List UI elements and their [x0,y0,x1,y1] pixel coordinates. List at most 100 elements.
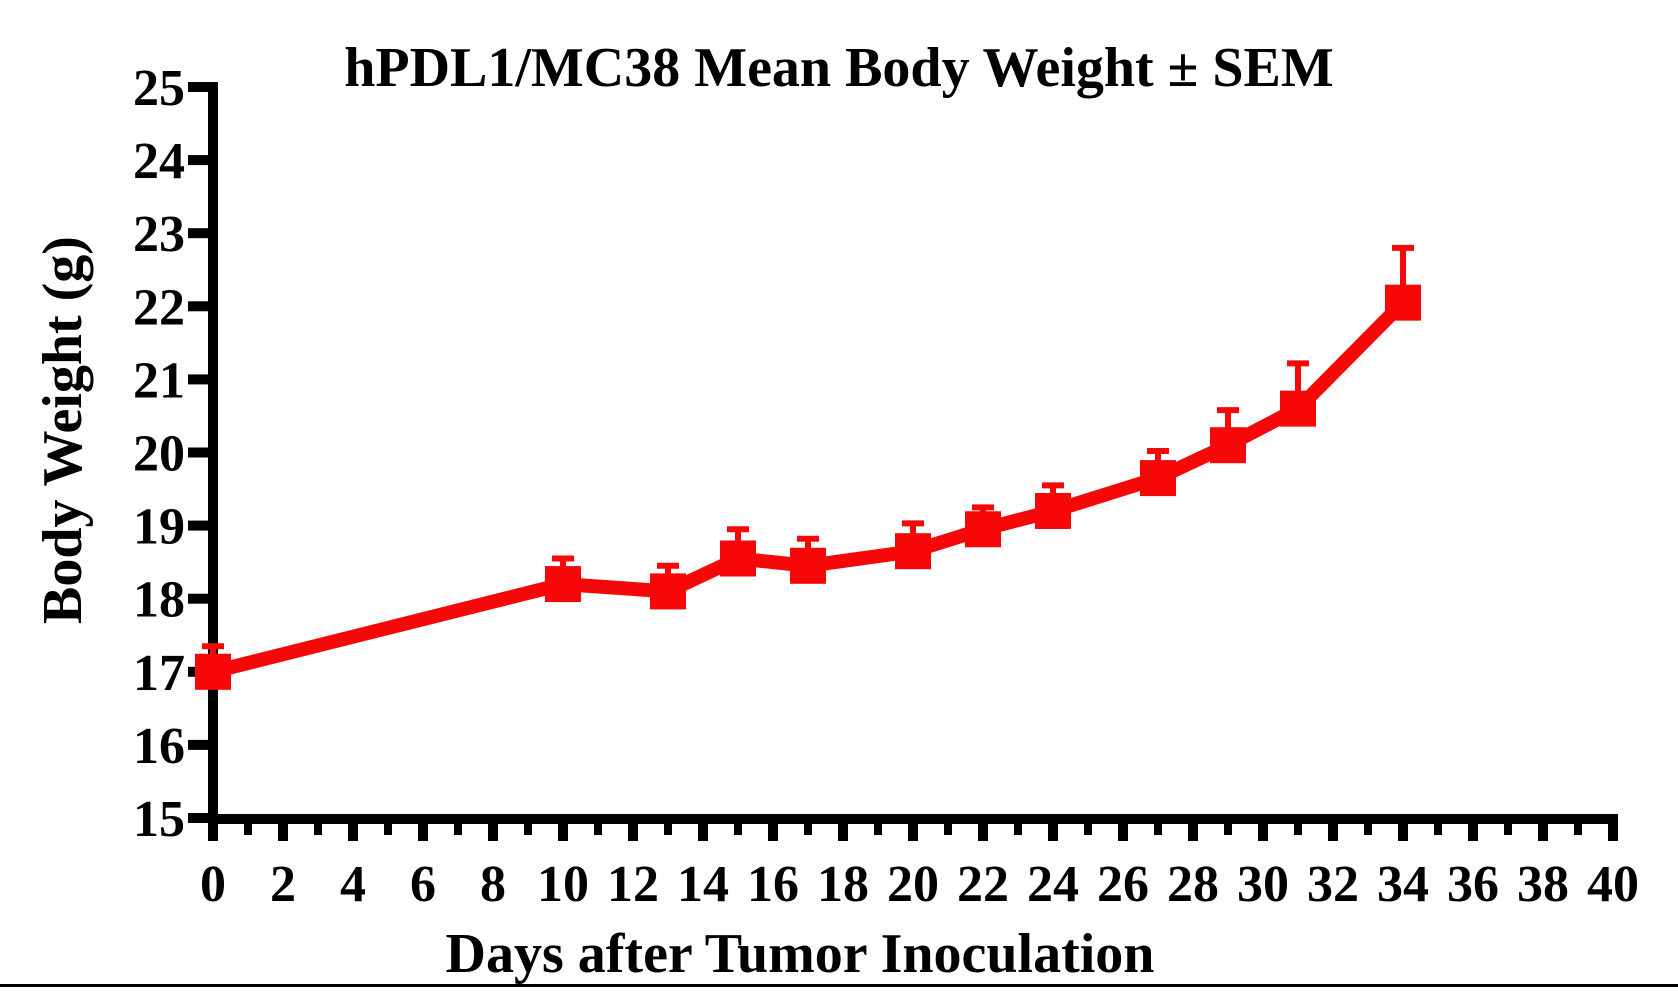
x-axis-line [208,814,1618,824]
series-markers [195,284,1421,690]
y-axis-tick-label: 19 [133,499,185,556]
x-axis-major-tick [1608,824,1618,841]
x-axis-minor-tick [1574,824,1582,835]
x-axis-tick-label: 12 [607,856,659,913]
series-line [211,297,1408,679]
x-axis-minor-tick [384,824,392,835]
x-axis-tick-label: 22 [957,856,1009,913]
y-axis-tick-label: 15 [133,791,185,848]
x-axis-minor-tick [804,824,812,835]
x-axis: 0 2 4 6 8 10 12 14 16 18 20 22 24 26 28 30 32 34 36 38 40 [200,814,1639,913]
y-axis-tick [188,228,208,239]
x-axis-tick-label: 8 [480,856,506,913]
x-axis-minor-tick [734,824,742,835]
x-axis-minor-tick [1504,824,1512,835]
x-axis-major-tick [698,824,708,841]
bottom-divider [0,984,1678,987]
y-axis-tick-label: 16 [133,718,185,775]
y-axis: 15 16 17 18 19 20 21 22 23 24 25 [133,60,218,848]
x-axis-minor-tick [1224,824,1232,835]
y-axis-tick-label: 20 [133,426,185,483]
x-axis-minor-tick [944,824,952,835]
x-axis-tick-label: 20 [887,856,939,913]
data-point-marker [1385,284,1421,321]
y-axis-line [208,82,218,824]
x-axis-major-tick [768,824,778,841]
data-point-marker [545,566,581,603]
x-axis-major-tick [978,824,988,841]
x-axis-tick-label: 0 [200,856,226,913]
x-axis-tick-label: 2 [270,856,296,913]
y-axis-tick-label: 23 [133,206,185,263]
x-axis-tick-label: 30 [1237,856,1289,913]
x-axis-tick-label: 38 [1517,856,1569,913]
y-axis-tick [188,813,208,823]
x-axis-major-tick [1258,824,1268,841]
x-axis-major-tick [1398,824,1408,841]
y-axis-tick [188,374,208,385]
x-axis-major-tick [1188,824,1198,841]
y-axis-tick [188,593,208,604]
x-axis-major-tick [1048,824,1058,841]
x-axis-tick-label: 36 [1447,856,1499,913]
x-axis-major-tick [1328,824,1338,841]
x-axis-tick-label: 24 [1027,856,1079,913]
x-axis-minor-tick [1364,824,1372,835]
data-point-marker [1140,460,1176,497]
x-axis-major-tick [348,824,358,841]
x-axis-tick-label: 10 [537,856,589,913]
x-axis-tick-label: 40 [1587,856,1639,913]
x-axis-major-tick [1538,824,1548,841]
x-axis-minor-tick [524,824,532,835]
data-point-marker [965,511,1001,548]
x-axis-tick-label: 26 [1097,856,1149,913]
x-axis-tick-label: 16 [747,856,799,913]
x-axis-tick-label: 4 [340,856,366,913]
x-axis-minor-tick [594,824,602,835]
y-axis-tick [188,520,208,531]
x-axis-major-tick [418,824,428,841]
y-axis-tick [188,739,208,750]
y-axis-tick-label: 22 [133,279,185,336]
x-axis-label: Days after Tumor Inoculation [445,923,1155,985]
x-axis-tick-label: 6 [410,856,436,913]
x-axis-major-tick [908,824,918,841]
y-axis-tick-label: 21 [133,352,185,409]
x-axis-minor-tick [1434,824,1442,835]
data-point-marker [720,540,756,577]
x-axis-tick-label: 34 [1377,856,1429,913]
x-axis-minor-tick [1084,824,1092,835]
data-point-marker [1280,390,1316,427]
x-axis-major-tick [278,824,288,841]
y-axis-tick [188,82,208,92]
x-axis-major-tick [1468,824,1478,841]
x-axis-major-tick [838,824,848,841]
data-point-marker [650,573,686,610]
y-axis-tick [188,155,208,166]
data-point-marker [1210,427,1246,464]
x-axis-minor-tick [314,824,322,835]
x-axis-major-tick [208,824,218,841]
y-axis-tick-label: 24 [133,133,185,190]
x-axis-major-tick [488,824,498,841]
data-point-marker [895,533,931,570]
x-axis-tick-label: 18 [817,856,869,913]
x-axis-minor-tick [664,824,672,835]
y-axis-tick [188,447,208,458]
x-axis-minor-tick [454,824,462,835]
x-axis-minor-tick [874,824,882,835]
x-axis-tick-label: 32 [1307,856,1359,913]
x-axis-major-tick [558,824,568,841]
data-point-marker [1035,492,1071,529]
x-axis-minor-tick [1014,824,1022,835]
x-axis-tick-label: 28 [1167,856,1219,913]
x-axis-minor-tick [1294,824,1302,835]
y-axis-tick-label: 25 [133,60,185,117]
y-axis-tick-label: 18 [133,572,185,629]
x-axis-minor-tick [244,824,252,835]
data-point-marker [195,653,231,690]
x-axis-major-tick [1118,824,1128,841]
y-axis-tick [188,301,208,312]
